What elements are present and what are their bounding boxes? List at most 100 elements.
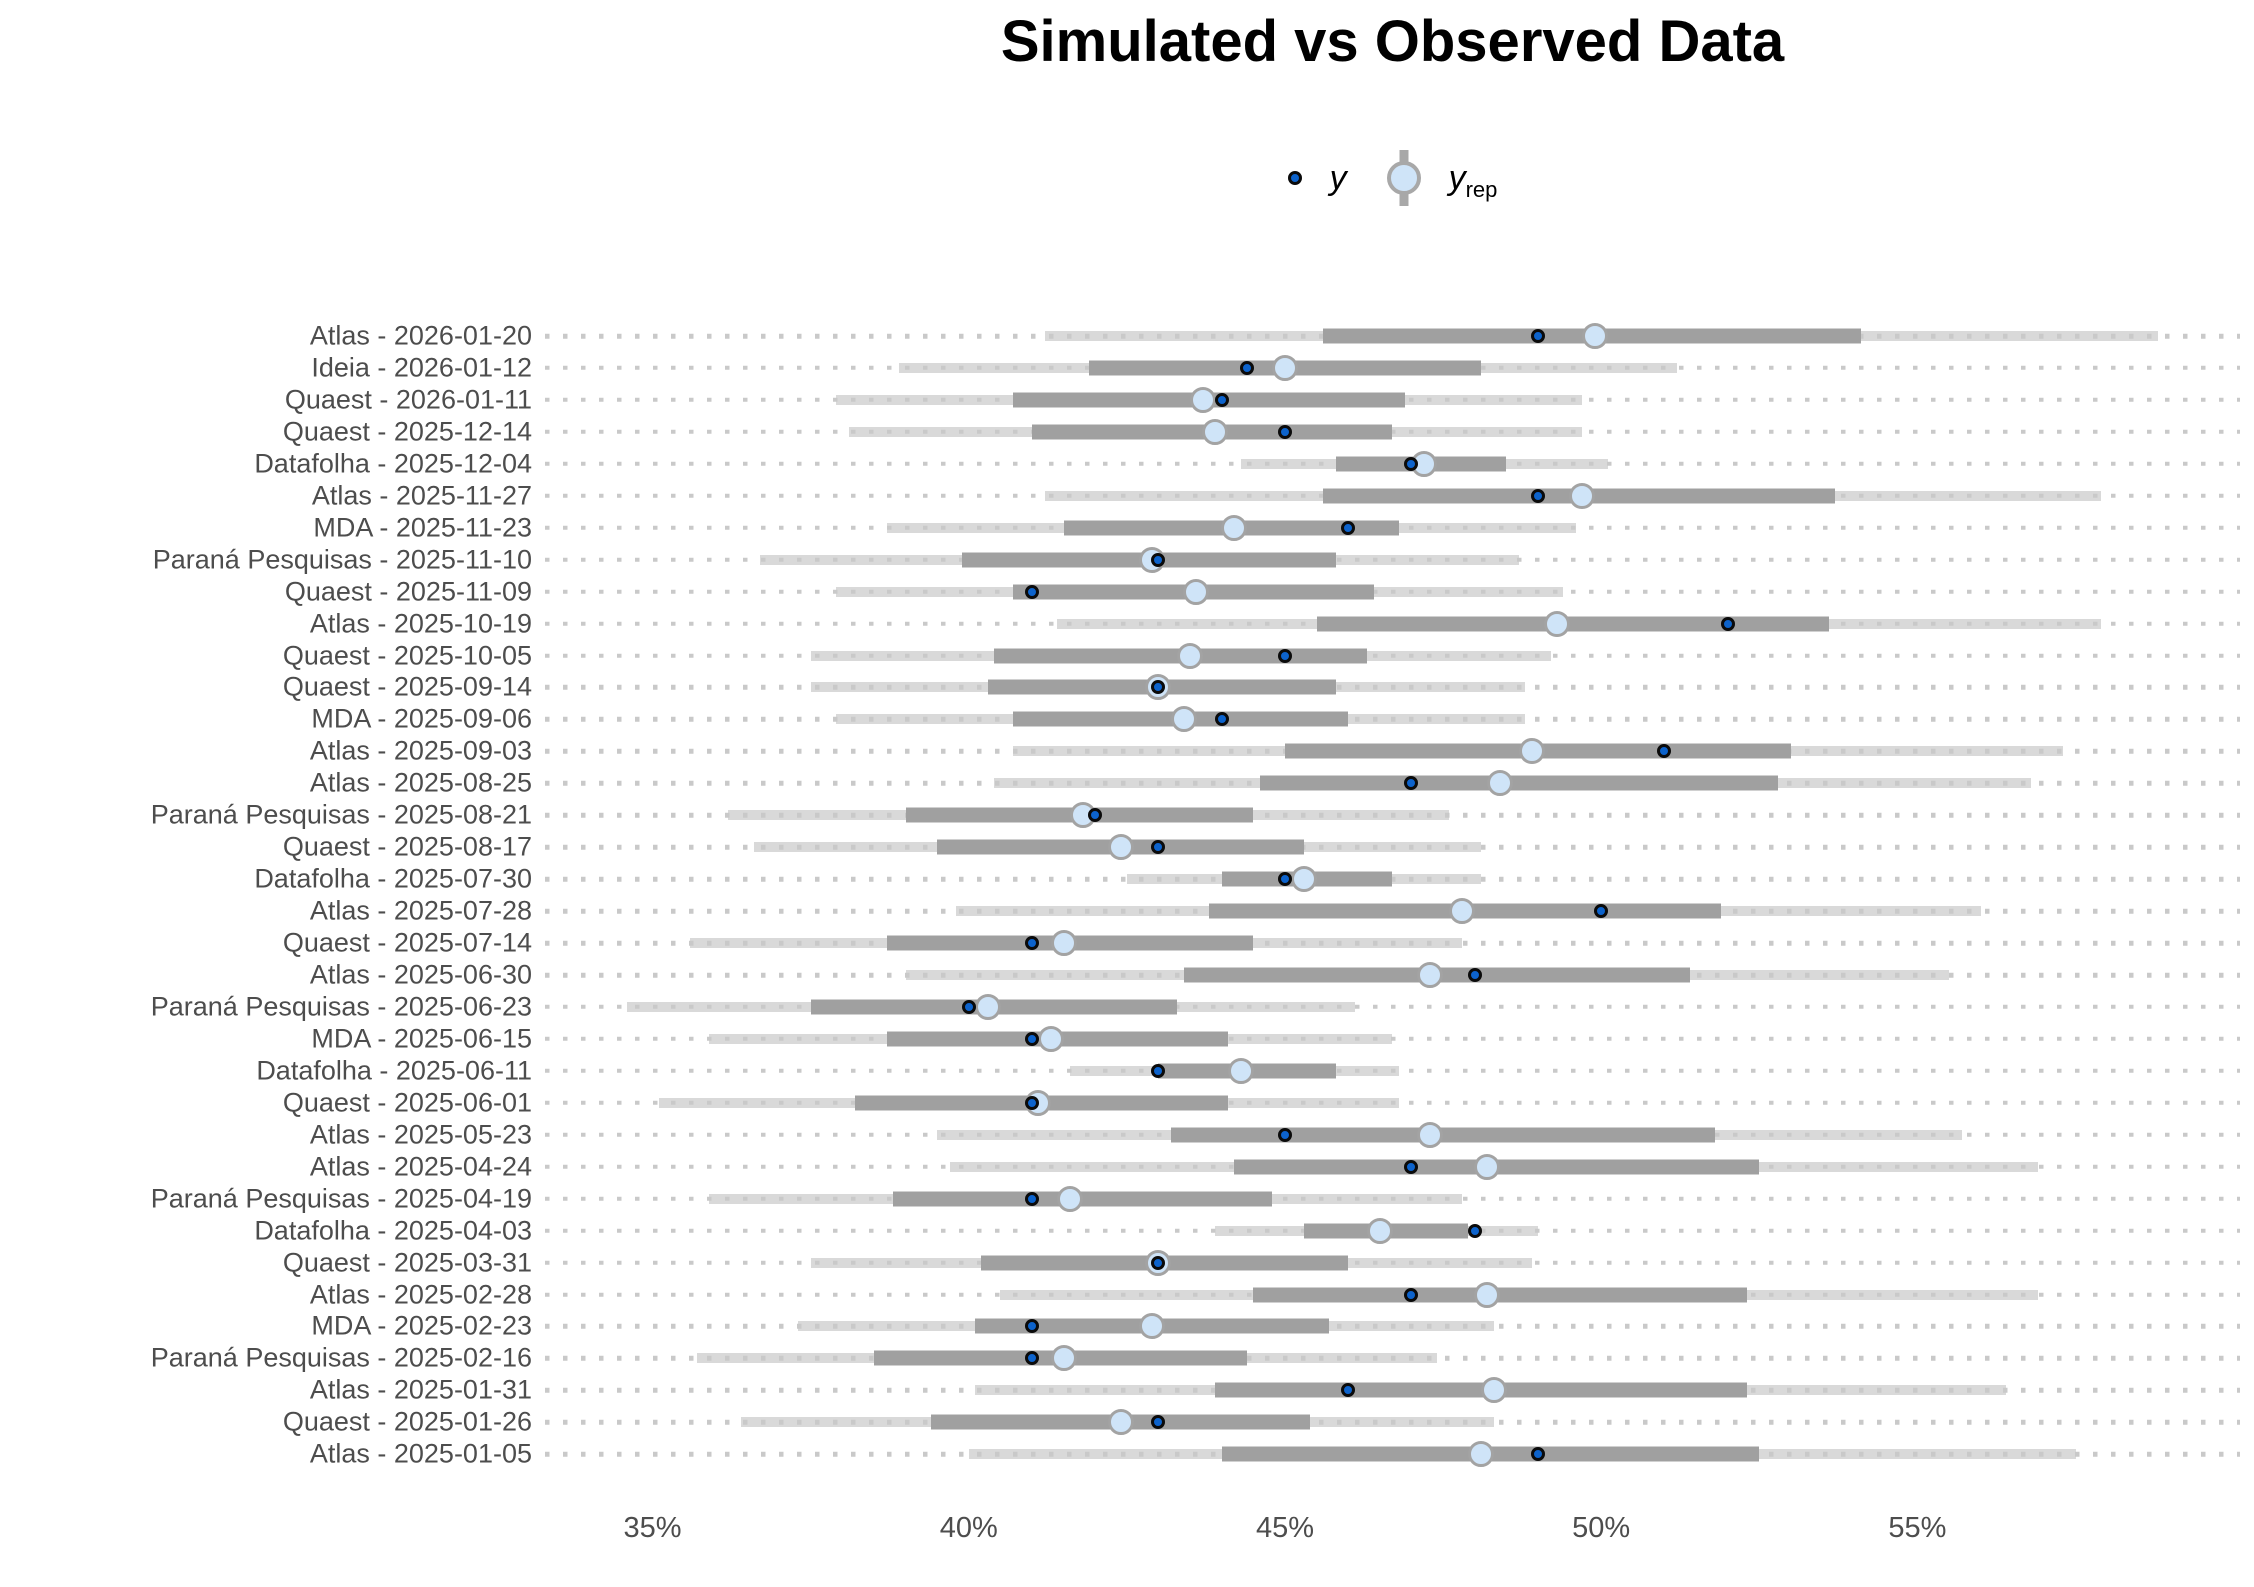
dotted-gridline <box>545 1420 2240 1425</box>
row-label: Quaest - 2025-01-26 <box>282 1406 532 1437</box>
dotted-gridline <box>545 429 2240 435</box>
row-label: Atlas - 2025-11-27 <box>311 480 532 511</box>
row-label: MDA - 2025-09-06 <box>311 703 532 734</box>
row-label: Quaest - 2025-11-09 <box>284 576 532 607</box>
yrep-point-icon <box>1386 150 1421 206</box>
row-label: MDA - 2025-06-15 <box>311 1023 532 1054</box>
row-label: Paraná Pesquisas - 2025-02-16 <box>150 1342 532 1373</box>
y-point <box>1151 1063 1166 1078</box>
y-point <box>1277 424 1292 439</box>
legend-yrep-label: yrep <box>1448 158 1498 202</box>
yrep-point <box>1037 1025 1064 1052</box>
yrep-point <box>1417 962 1444 988</box>
row: Atlas - 2025-04-24 <box>0 1151 2254 1183</box>
legend-yrep-label-base: y <box>1448 158 1466 197</box>
yrep-point <box>1183 578 1210 605</box>
row: MDA - 2025-06-15 <box>0 1023 2254 1055</box>
row-label: Paraná Pesquisas - 2025-06-23 <box>150 991 532 1022</box>
row: Quaest - 2025-01-26 <box>0 1406 2254 1438</box>
y-point <box>1467 968 1482 982</box>
y-point <box>1214 712 1229 727</box>
y-point <box>1024 936 1039 951</box>
yrep-point <box>1107 1409 1134 1436</box>
dotted-gridline <box>545 844 2240 850</box>
row-label: Quaest - 2025-09-14 <box>282 671 532 702</box>
yrep-circle-icon <box>1386 161 1421 195</box>
row-label: Datafolha - 2025-12-04 <box>254 448 532 479</box>
row: Atlas - 2025-06-30 <box>0 959 2254 991</box>
x-tick-label: 55% <box>1888 1512 1947 1544</box>
row-label: Quaest - 2025-06-01 <box>282 1087 532 1118</box>
row-label: Atlas - 2025-07-28 <box>309 895 532 926</box>
row-label: Datafolha - 2025-04-03 <box>254 1215 532 1246</box>
row: Paraná Pesquisas - 2025-11-10 <box>0 544 2254 576</box>
dotted-gridline <box>545 1004 2240 1010</box>
x-axis: 35% 40% 45% 50% 55% <box>0 1512 2254 1562</box>
yrep-point <box>1543 610 1570 637</box>
y-point <box>1024 1319 1039 1334</box>
row: Atlas - 2025-11-27 <box>0 480 2254 512</box>
y-point-icon <box>1287 171 1302 185</box>
row: Atlas - 2025-10-19 <box>0 608 2254 640</box>
y-point <box>1657 744 1672 759</box>
yrep-point <box>1474 1281 1501 1308</box>
row: Atlas - 2025-05-23 <box>0 1119 2254 1151</box>
y-point <box>1214 392 1229 407</box>
y-point <box>1151 1255 1166 1270</box>
legend-item-yrep: yrep <box>1386 150 1498 206</box>
row: Datafolha - 2025-06-11 <box>0 1055 2254 1087</box>
x-tick-label: 35% <box>623 1512 682 1544</box>
row-label: MDA - 2025-11-23 <box>313 512 532 543</box>
row-label: MDA - 2025-02-23 <box>311 1310 532 1341</box>
y-point <box>1404 1287 1419 1302</box>
row: Atlas - 2025-01-05 <box>0 1438 2254 1470</box>
dotted-gridline <box>545 1196 2240 1201</box>
row-label: Quaest - 2025-03-31 <box>282 1247 532 1278</box>
row-label: Atlas - 2025-01-05 <box>309 1438 532 1469</box>
y-point <box>1151 840 1166 855</box>
legend-item-y: y <box>1287 159 1347 198</box>
dotted-gridline <box>545 653 2240 658</box>
x-tick-label: 40% <box>939 1512 998 1544</box>
x-tick-label: 50% <box>1572 1512 1631 1544</box>
y-point <box>1594 904 1609 919</box>
legend-yrep-label-sub: rep <box>1465 176 1498 202</box>
yrep-point <box>1480 1377 1507 1404</box>
dotted-gridline <box>545 685 2240 690</box>
row: Quaest - 2025-07-14 <box>0 927 2254 959</box>
row-label: Quaest - 2025-12-14 <box>282 416 532 447</box>
yrep-point <box>1177 642 1204 669</box>
row: Datafolha - 2025-04-03 <box>0 1215 2254 1247</box>
yrep-point <box>1221 514 1248 541</box>
y-point <box>1240 360 1255 375</box>
row-label: Atlas - 2026-01-20 <box>309 320 532 351</box>
row: MDA - 2025-02-23 <box>0 1310 2254 1342</box>
row: Quaest - 2025-03-31 <box>0 1247 2254 1279</box>
row: Datafolha - 2025-07-30 <box>0 863 2254 895</box>
row: Atlas - 2026-01-20 <box>0 320 2254 352</box>
yrep-point <box>974 993 1001 1020</box>
row: MDA - 2025-09-06 <box>0 703 2254 735</box>
y-point <box>1530 1447 1545 1462</box>
row: Atlas - 2025-08-25 <box>0 767 2254 799</box>
y-point <box>1341 520 1356 535</box>
yrep-point <box>1227 1057 1254 1084</box>
yrep-point <box>1569 482 1596 509</box>
inner-interval <box>1259 775 1779 791</box>
y-point <box>1530 488 1545 503</box>
y-point <box>1530 329 1545 343</box>
row-label: Atlas - 2025-10-19 <box>309 608 532 639</box>
y-point <box>1151 1415 1166 1430</box>
y-point <box>1088 808 1103 823</box>
row-label: Atlas - 2025-06-30 <box>309 959 532 990</box>
row: Quaest - 2025-08-17 <box>0 831 2254 863</box>
yrep-point <box>1449 898 1476 925</box>
row: Quaest - 2025-12-14 <box>0 416 2254 448</box>
y-point <box>1467 1223 1482 1238</box>
yrep-point <box>1170 706 1197 733</box>
row: Atlas - 2025-07-28 <box>0 895 2254 927</box>
row-label: Quaest - 2025-10-05 <box>282 640 532 670</box>
yrep-point <box>1417 1121 1444 1148</box>
